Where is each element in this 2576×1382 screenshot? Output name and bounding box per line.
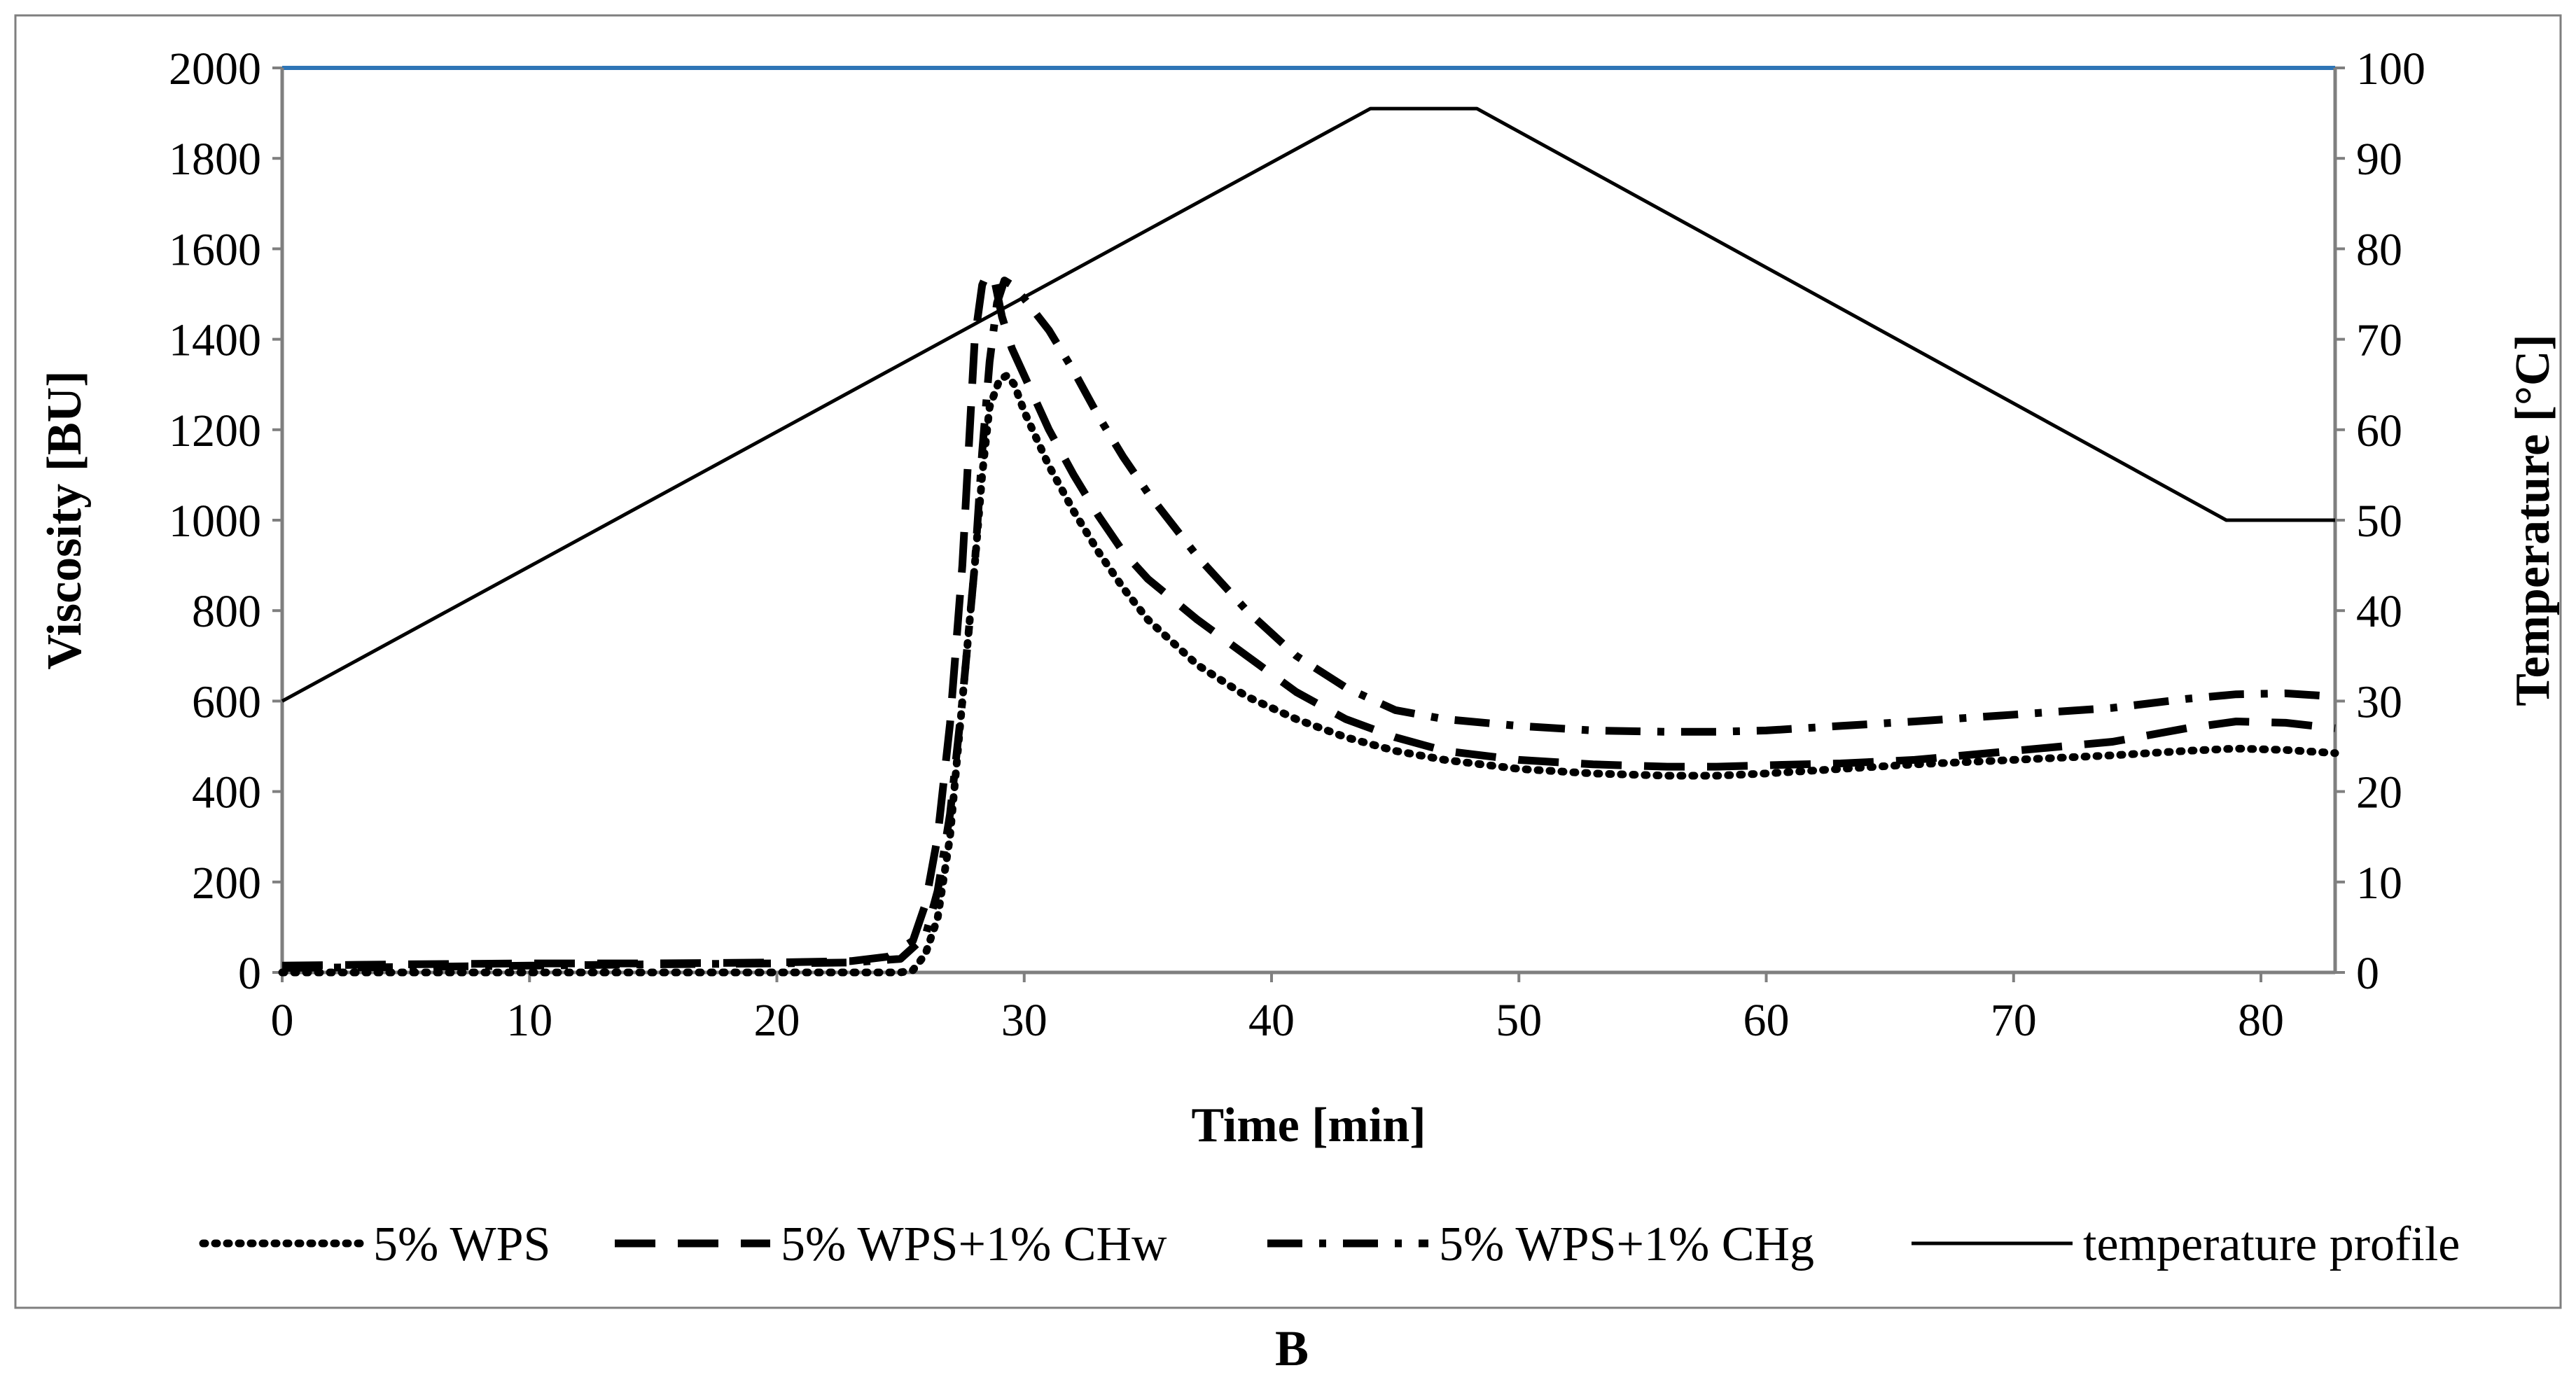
series-line-5-wps-1-chg: [281, 277, 2336, 972]
y-tick-label: 1600: [169, 224, 261, 275]
y-tick-label: 400: [192, 767, 261, 818]
y-axis-title: Viscosity [BU]: [38, 370, 92, 669]
y2-tick-label: 20: [2356, 767, 2402, 818]
legend: 5% WPS 5% WPS+1% CHw 5% WPS+1% CHg tempe…: [199, 1217, 2460, 1271]
legend-label-temperature: temperature profile: [2083, 1217, 2460, 1271]
y2-tick-label: 70: [2356, 315, 2402, 366]
x-tick-label: 0: [271, 995, 294, 1046]
x-tick-label: 40: [1248, 995, 1295, 1046]
x-tick-label: 20: [754, 995, 800, 1046]
x-tick-label: 80: [2238, 995, 2284, 1046]
x-tick-label: 10: [506, 995, 552, 1046]
y2-tick-label: 10: [2356, 858, 2402, 909]
y-tick-label: 1200: [169, 405, 261, 456]
y2-tick-label: 60: [2356, 405, 2402, 456]
figure-caption: B: [1275, 1320, 1309, 1376]
chart-frame: [14, 14, 2562, 1309]
series-line-5-wps-1-chw: [281, 270, 2336, 970]
y-tick-label: 200: [192, 858, 261, 909]
x-tick-label: 60: [1743, 995, 1790, 1046]
y-tick-label: 800: [192, 586, 261, 637]
y2-tick-label: 90: [2356, 134, 2402, 185]
y-tick-label: 600: [192, 676, 261, 727]
y2-tick-label: 30: [2356, 676, 2402, 727]
y-tick-label: 1400: [169, 315, 261, 366]
series-line-temperature-profile: [281, 106, 2335, 703]
y2-tick-label: 80: [2356, 224, 2402, 275]
legend-label-wps: 5% WPS: [373, 1217, 550, 1271]
y-tick-label: 0: [238, 948, 261, 999]
y2-tick-label: 100: [2356, 43, 2425, 95]
y-tick-label: 1000: [169, 496, 261, 547]
x-tick-label: 50: [1496, 995, 1542, 1046]
legend-label-chg: 5% WPS+1% CHg: [1439, 1217, 1814, 1271]
y-tick-label: 1800: [169, 134, 261, 185]
y2-tick-label: 40: [2356, 586, 2402, 637]
x-tick-label: 30: [1001, 995, 1047, 1046]
legend-label-chw: 5% WPS+1% CHw: [781, 1217, 1167, 1271]
x-axis-title: Time [min]: [1191, 1098, 1426, 1152]
y-tick-label: 2000: [169, 43, 261, 95]
y2-axis-title: Temperature [°C]: [2506, 334, 2560, 706]
y2-tick-label: 50: [2356, 496, 2402, 547]
x-tick-label: 70: [1991, 995, 2037, 1046]
y2-tick-label: 0: [2356, 948, 2379, 999]
series-line-5-wps: [278, 371, 2339, 977]
